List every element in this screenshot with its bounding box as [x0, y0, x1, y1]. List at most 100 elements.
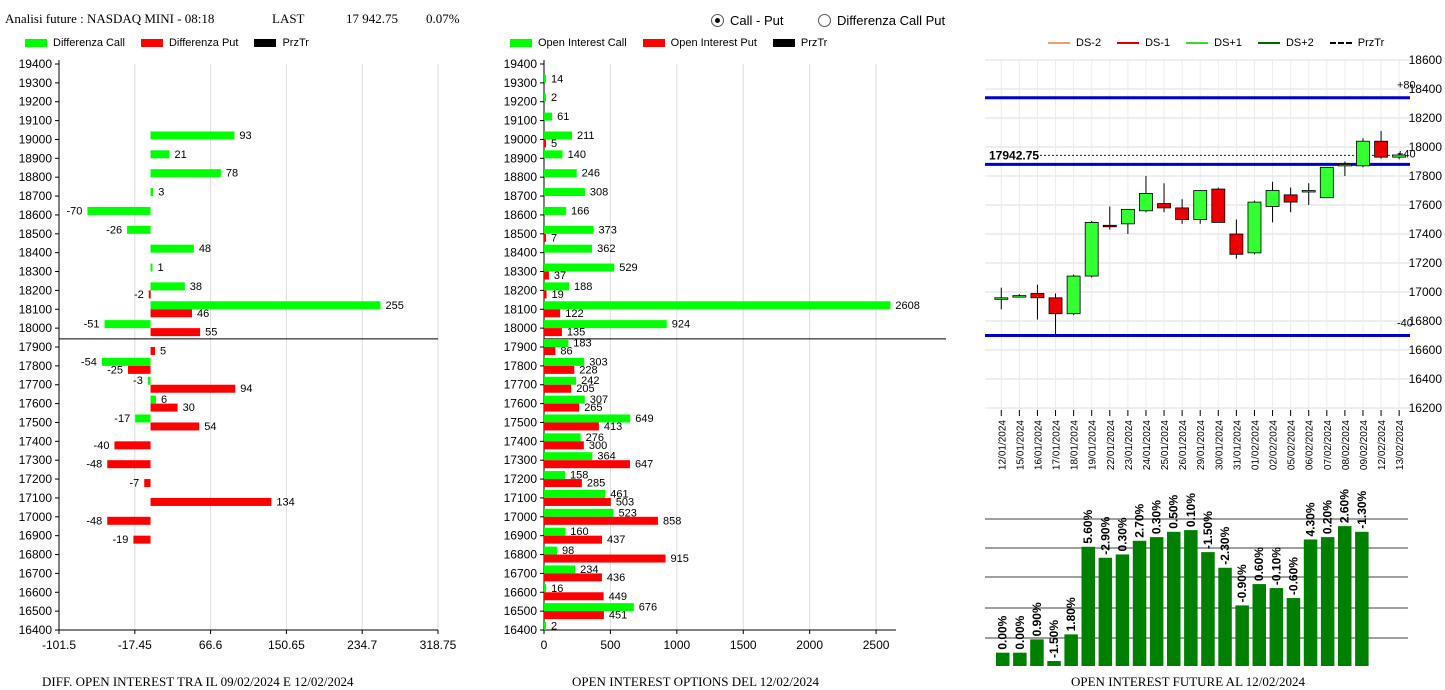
diff-put-label: 5 [160, 346, 166, 358]
diff-ytick-label: 18900 [19, 151, 53, 165]
diff-put-bar [150, 384, 236, 393]
mode-diff-label: Differenza Call Put [837, 13, 946, 28]
oi-future-bar-label: 0.60% [1252, 547, 1266, 581]
oi-future-bar [1149, 537, 1164, 666]
candle-up [1301, 190, 1316, 193]
radio-selected-icon[interactable] [711, 14, 724, 27]
oi-call-bar [544, 395, 585, 404]
oi-future-bar [1218, 567, 1232, 666]
candle-down [1157, 203, 1171, 209]
candle-date-label: 15/01/2024 [1015, 420, 1026, 470]
oi-call-bar [544, 282, 569, 291]
candle-date-label: 06/02/2024 [1305, 420, 1316, 470]
oi-put-bar [544, 347, 556, 355]
candle-date-label: 23/01/2024 [1124, 420, 1135, 470]
oi-call-bar [544, 584, 547, 593]
oi-put-label: 7 [551, 232, 557, 244]
oi-ytick-label: 17300 [504, 453, 538, 467]
oi-put-label: 205 [576, 383, 594, 395]
diff-call-label: -26 [106, 224, 122, 236]
diff-call-label: 1 [158, 262, 164, 274]
candle-up [1066, 275, 1081, 315]
candle-level-label: -40 [1397, 318, 1413, 330]
mode-call-put-option[interactable]: Call - Put [711, 13, 783, 28]
oi-put-bar [544, 441, 584, 450]
diff-call-label: 38 [190, 281, 202, 293]
diff-put-label: -25 [107, 364, 123, 376]
oi-call-label: 61 [557, 111, 569, 123]
oi-call-bar [544, 546, 558, 555]
oi-ytick-label: 17000 [504, 510, 538, 524]
candle-up [1392, 154, 1407, 158]
mode-diff-option[interactable]: Differenza Call Put [818, 13, 945, 28]
oi-future-bar [1303, 539, 1318, 666]
diff-put-bar [150, 403, 178, 412]
oi-call-bar [544, 320, 667, 329]
oi-future-bar [1030, 639, 1044, 666]
oi-ytick-label: 18200 [504, 283, 538, 297]
candle-date-label: 12/02/2024 [1377, 420, 1388, 470]
candle-date-label: 31/01/2024 [1232, 420, 1243, 470]
oi-future-bar-label: -1.30% [1355, 490, 1369, 528]
page-title: Analisi future : NASDAQ MINI - 08:18 [5, 11, 215, 26]
oi-future-bar [1201, 552, 1215, 666]
legend-item-przt-3: PrzTr [1329, 37, 1384, 49]
candle-date-label: 17/01/2024 [1052, 420, 1063, 470]
oi-ytick-label: 16800 [504, 548, 538, 562]
oi-call-bar [544, 244, 593, 253]
oi-ytick-label: 17500 [504, 415, 538, 429]
oi-future-bar-label: 0.30% [1115, 517, 1129, 551]
radio-unselected-icon[interactable] [818, 14, 831, 27]
diff-ytick-label: 17900 [19, 340, 53, 354]
oi-call-label: 211 [577, 130, 595, 142]
oi-future-bar [1064, 634, 1078, 666]
candle-ytick-label: 16600 [1409, 343, 1443, 357]
diff-put-bar [133, 535, 151, 544]
oi-call-label: 183 [573, 338, 591, 350]
candle-date-label: 08/02/2024 [1341, 420, 1352, 470]
oi-put-bar [544, 290, 547, 299]
oi-future-bar-label: -1.50% [1201, 511, 1215, 549]
oi-ytick-label: 18600 [504, 208, 538, 222]
last-label: LAST [272, 11, 305, 26]
diff-call-label: 48 [199, 243, 211, 255]
oi-call-label: 276 [586, 432, 604, 444]
diff-ytick-label: 18600 [19, 208, 53, 222]
oi-call-label: 307 [590, 394, 608, 406]
oi-put-label: 228 [579, 364, 597, 376]
oi-call-bar [544, 433, 581, 442]
oi-call-label: 160 [570, 526, 588, 538]
oi-ytick-label: 17600 [504, 397, 538, 411]
oi-ytick-label: 18000 [504, 321, 538, 335]
candle-date-label: 13/02/2024 [1395, 420, 1406, 470]
oi-call-bar [544, 508, 614, 517]
oi-put-bar [544, 554, 666, 563]
oi-call-bar [544, 263, 615, 272]
legend-oi: Open Interest Call Open Interest Put Prz… [510, 36, 843, 50]
diff-ytick-label: 16500 [19, 604, 53, 618]
diff-call-bar [150, 282, 185, 291]
oi-call-label: 242 [581, 375, 599, 387]
oi-put-bar [544, 592, 604, 601]
diff-put-label: 134 [276, 496, 294, 508]
oi-xtick-label: 1000 [663, 638, 690, 652]
candle-down [1283, 194, 1298, 203]
oi-put-label: 858 [663, 515, 681, 527]
oi-future-bar-label: 1.80% [1064, 597, 1078, 631]
oi-future-bar [1269, 588, 1284, 666]
oi-put-label: 5 [551, 138, 557, 150]
oi-future-bar [996, 652, 1010, 666]
candle-date-label: 19/01/2024 [1088, 420, 1099, 470]
oi-future-bar-label: -0.60% [1286, 557, 1300, 595]
candle-date-label: 29/01/2024 [1196, 420, 1207, 470]
legend-item-oi-put: Open Interest Put [642, 37, 757, 49]
oi-xtick-label: 500 [600, 638, 620, 652]
oi-call-label: 924 [672, 319, 690, 331]
oi-put-bar [544, 497, 611, 506]
oi-future-bar [1184, 530, 1198, 666]
candle-up [1265, 190, 1280, 207]
legend-diff: Differenza Call Differenza Put PrzTr [25, 36, 325, 50]
candle-up [1012, 295, 1027, 298]
oi-put-bar [544, 271, 549, 280]
diff-put-bar [107, 460, 151, 469]
